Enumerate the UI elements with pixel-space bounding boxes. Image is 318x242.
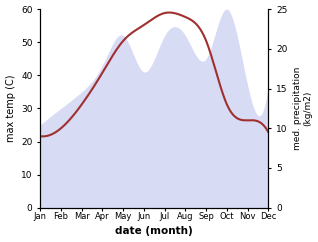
X-axis label: date (month): date (month) <box>115 227 193 236</box>
Y-axis label: med. precipitation
(kg/m2): med. precipitation (kg/m2) <box>293 67 313 150</box>
Y-axis label: max temp (C): max temp (C) <box>5 75 16 142</box>
